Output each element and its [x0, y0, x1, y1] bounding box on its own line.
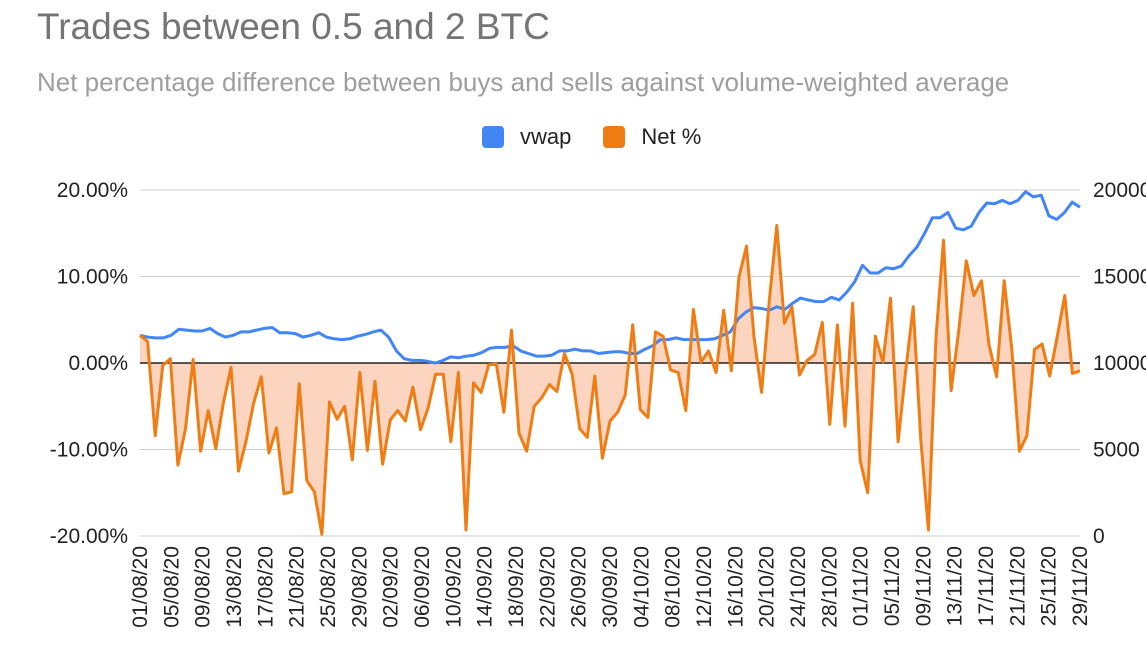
net-area: [140, 225, 1080, 535]
legend-swatch-vwap: [482, 126, 504, 148]
x-tick-label: 01/11/20: [850, 546, 873, 626]
legend-swatch-net: [603, 126, 626, 148]
y-left-tick-label: 10.00%: [57, 266, 128, 289]
legend-label-net: Net %: [641, 124, 702, 149]
x-tick-label: 29/08/20: [348, 546, 371, 628]
y-right-tick-label: 10000: [1093, 352, 1146, 375]
x-tick-label: 10/09/20: [442, 546, 465, 628]
x-tick-label: 12/10/20: [693, 546, 716, 628]
legend-label-vwap: vwap: [520, 124, 572, 149]
x-tick-label: 24/10/20: [787, 546, 810, 628]
x-tick-label: 26/09/20: [568, 546, 591, 628]
x-tick-label: 21/08/20: [286, 546, 309, 628]
series-net: [139, 224, 1081, 536]
y-right-tick-label: 15000: [1093, 266, 1146, 289]
x-tick-label: 28/10/20: [818, 546, 841, 628]
x-tick-label: 25/11/20: [1038, 546, 1061, 626]
x-tick-label: 06/09/20: [411, 546, 434, 628]
chart-title: Trades between 0.5 and 2 BTC: [37, 6, 550, 47]
x-tick-label: 13/11/20: [944, 546, 967, 626]
x-tick-label: 17/11/20: [975, 546, 998, 626]
legend-item-net[interactable]: Net %: [603, 124, 701, 150]
x-tick-label: 13/08/20: [223, 546, 246, 628]
x-tick-label: 09/08/20: [192, 546, 215, 628]
x-tick-label: 20/10/20: [756, 546, 779, 628]
x-tick-label: 25/08/20: [317, 546, 340, 628]
y-left-tick-label: 20.00%: [57, 179, 128, 202]
x-tick-label: 05/11/20: [881, 546, 904, 626]
legend: vwap Net %: [482, 124, 733, 150]
y-right-tick-label: 5000: [1093, 439, 1140, 462]
x-tick-label: 16/10/20: [724, 546, 747, 628]
x-tick-label: 29/11/20: [1069, 546, 1092, 626]
x-tick-label: 02/09/20: [380, 546, 403, 628]
y-right-tick-label: 0: [1093, 525, 1105, 548]
x-tick-label: 05/08/20: [160, 546, 183, 628]
x-tick-label: 14/09/20: [474, 546, 497, 628]
x-tick-label: 09/11/20: [912, 546, 935, 626]
chart-subtitle: Net percentage difference between buys a…: [37, 67, 1010, 97]
y-left-tick-label: -10.00%: [50, 439, 128, 462]
x-tick-label: 08/10/20: [662, 546, 685, 628]
x-tick-label: 17/08/20: [254, 546, 277, 628]
y-left-tick-label: 0.00%: [68, 352, 128, 375]
y-right-tick-label: 20000: [1093, 179, 1146, 202]
series-vwap: [139, 190, 1081, 365]
x-tick-label: 18/09/20: [505, 546, 528, 628]
x-tick-label: 21/11/20: [1006, 546, 1029, 626]
x-tick-label: 30/09/20: [599, 546, 622, 628]
x-tick-label: 01/08/20: [129, 546, 152, 628]
x-tick-label: 04/10/20: [630, 546, 653, 628]
legend-item-vwap[interactable]: vwap: [482, 124, 571, 150]
x-tick-label: 22/09/20: [536, 546, 559, 628]
y-left-tick-label: -20.00%: [50, 525, 128, 548]
